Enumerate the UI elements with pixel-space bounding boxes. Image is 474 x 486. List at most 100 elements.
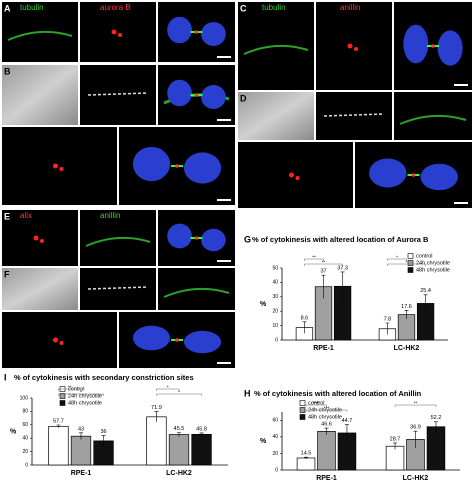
image-tile (2, 268, 78, 310)
bar (296, 457, 316, 471)
red-signal (347, 43, 353, 49)
nucleus (183, 152, 222, 184)
significance-bracket (387, 258, 407, 261)
error-bar (404, 310, 409, 319)
bar (426, 426, 446, 471)
red-signal (59, 341, 64, 345)
chart-title: % of cytokinesis with secondary constric… (14, 373, 194, 382)
value-label: 43 (78, 426, 84, 432)
panel-letter: E (4, 211, 10, 221)
image-tile (316, 2, 392, 90)
x-tick-label: RPE-1 (71, 470, 92, 477)
significance-label: ** (68, 385, 72, 390)
panel-letter: I (4, 372, 7, 382)
error-bar (304, 456, 309, 459)
value-label: 36 (100, 429, 106, 435)
tubulin-signal (7, 30, 73, 41)
error-bar (177, 432, 181, 437)
y-tick-label: 60 (272, 418, 278, 424)
error-bar (433, 421, 438, 432)
value-label: 45.8 (196, 426, 207, 432)
scale-bar (454, 202, 468, 204)
error-bar (385, 322, 390, 335)
image-tile (316, 92, 392, 140)
value-label: 8.6 (301, 315, 309, 321)
significance-bracket (156, 388, 180, 391)
significance-bracket (58, 388, 82, 391)
red-signal (118, 33, 122, 37)
red-signal (33, 235, 39, 241)
chart-title: % of cytokinesis with altered location o… (252, 235, 429, 244)
red-signal (354, 47, 358, 51)
y-tick-label: 40 (22, 436, 28, 442)
legend-swatch (299, 400, 306, 406)
error-bar (101, 435, 106, 447)
tubulin-signal (243, 44, 309, 55)
x-tick-label: LC-HK2 (166, 470, 192, 477)
y-tick-label: 50 (272, 265, 278, 271)
red-signal (411, 173, 416, 177)
scale-bar (217, 362, 231, 364)
red-signal (175, 164, 179, 168)
nucleus (369, 158, 407, 188)
value-label: 7.8 (384, 316, 392, 322)
value-label: 25.4 (420, 288, 431, 294)
legend-label: 24h chrysotile (308, 407, 342, 413)
scale-bar (217, 119, 231, 121)
image-tile (2, 210, 78, 266)
y-tick-label: 100 (20, 395, 29, 401)
error-bar (199, 432, 204, 436)
y-tick-label: 40 (272, 280, 278, 286)
x-tick-label: LC-HK2 (403, 475, 429, 482)
y-tick-label: 20 (272, 309, 278, 315)
value-label: 45.5 (174, 426, 185, 432)
scale-bar (217, 199, 231, 201)
value-label: 44.7 (342, 418, 353, 424)
image-tile (2, 65, 78, 125)
scale-bar (217, 260, 231, 262)
bar (168, 434, 190, 466)
y-axis-label: % (260, 438, 267, 445)
legend-swatch (299, 414, 306, 420)
nucleus (167, 16, 192, 44)
error-bar (79, 432, 83, 440)
error-bar (413, 430, 418, 448)
channel-label: anillin (100, 211, 120, 220)
red-signal (289, 172, 294, 178)
scale-bar (217, 56, 231, 58)
value-label: 37 (320, 269, 326, 275)
significance-bracket (304, 258, 324, 261)
significance-bracket (58, 393, 104, 396)
tubulin-signal (163, 287, 230, 298)
legend-label: 24h chrysotile (68, 393, 102, 399)
red-signal (175, 338, 179, 342)
x-tick-label: RPE-1 (316, 475, 337, 482)
red-signal (431, 44, 435, 48)
red-signal (111, 29, 117, 35)
significance-bracket (394, 404, 437, 407)
y-tick-label: 40 (272, 434, 278, 440)
significance-bracket (387, 263, 426, 266)
nucleus (420, 163, 458, 191)
legend-swatch (59, 393, 66, 399)
legend-label: 48h chrysotile (308, 414, 342, 420)
y-tick-label: 10 (272, 323, 278, 329)
panel-letter: D (240, 93, 247, 103)
y-tick-label: 20 (272, 451, 278, 457)
bar (191, 433, 212, 466)
chart-title: % of cytokinesis with altered location o… (254, 389, 422, 398)
legend-swatch (299, 407, 306, 413)
significance-label: ** (312, 255, 316, 260)
legend-label: 48h chrysotile (416, 267, 450, 273)
tubulin-signal (399, 114, 467, 125)
nucleus (437, 30, 463, 66)
panel-letter: A (4, 3, 11, 13)
image-tile (80, 2, 156, 62)
significance-label: **** (313, 401, 320, 406)
panel-letter: B (4, 66, 11, 76)
error-bar (393, 442, 398, 450)
image-tile (2, 312, 117, 368)
nucleus (132, 325, 171, 351)
legend-label: 48h chrysotile (68, 400, 102, 406)
